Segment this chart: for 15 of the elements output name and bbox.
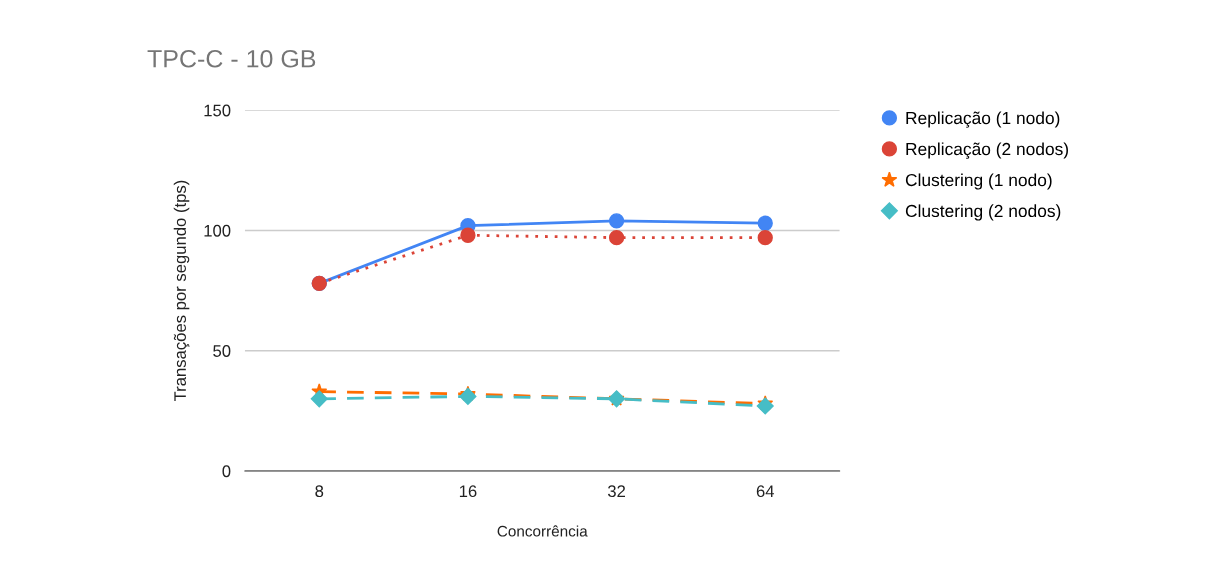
legend-label: Clustering (2 nodos) xyxy=(905,204,1061,221)
y-tick-label: 0 xyxy=(222,465,231,478)
legend-label: Replicação (2 nodos) xyxy=(906,142,1068,159)
y-tick-label: 100 xyxy=(204,224,231,237)
y-tick-label: 50 xyxy=(213,345,231,357)
x-tick-label: 8 xyxy=(315,485,324,498)
x-tick-label: 32 xyxy=(607,485,626,498)
x-tick-label: 16 xyxy=(459,485,477,498)
legend-label: Clustering (1 nodo) xyxy=(905,173,1052,190)
chart-title: TPC-C - 10 GB xyxy=(147,49,316,68)
y-axis-title: Transações por segundo (tps) xyxy=(173,180,190,402)
y-tick-label: 150 xyxy=(204,104,231,117)
x-axis-title: Concorrência xyxy=(497,525,588,537)
legend-label: Replicação (1 nodo) xyxy=(906,111,1060,128)
x-tick-label: 64 xyxy=(756,485,775,498)
